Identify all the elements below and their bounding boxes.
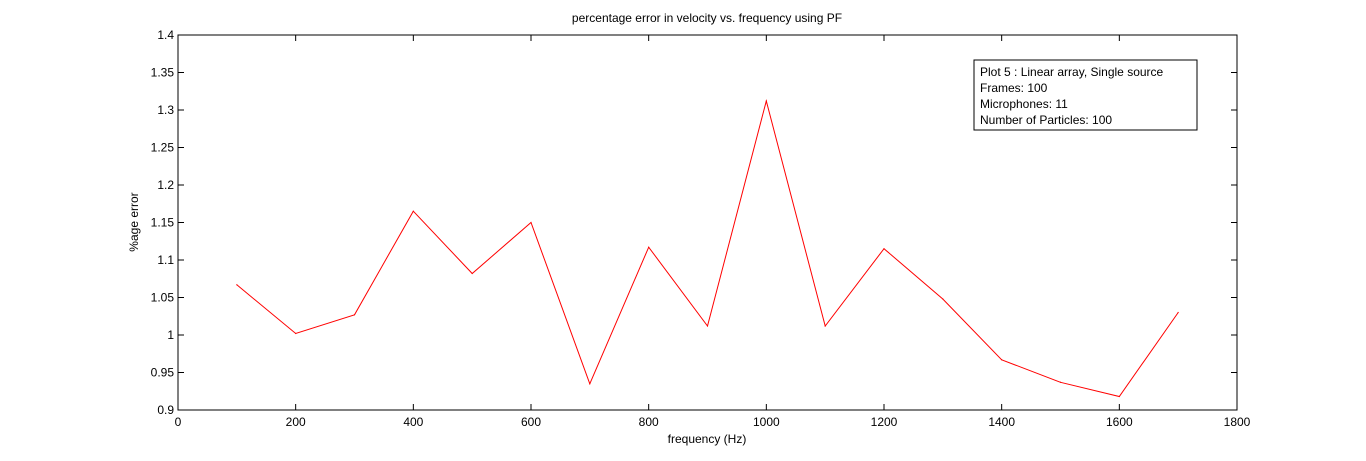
y-axis-label: %age error [127,192,141,251]
x-tick-label: 1200 [871,415,898,429]
chart-title: percentage error in velocity vs. frequen… [572,11,842,25]
y-tick-label: 1 [167,328,174,342]
y-tick-label: 1.35 [151,66,175,80]
data-point [236,284,238,286]
data-point [706,325,709,327]
data-point [1177,311,1179,314]
x-tick-label: 200 [286,415,306,429]
data-point [589,383,591,385]
legend-line-frames: Frames: 100 [980,81,1048,95]
y-tick-label: 1.4 [157,28,174,42]
y-tick-label: 0.9 [157,403,174,417]
data-point [765,100,767,102]
data-point [471,272,473,275]
y-tick-label: 1.1 [157,253,174,267]
x-tick-label: 0 [175,415,182,429]
legend-line-microphones: Microphones: 11 [980,97,1068,111]
data-point [295,332,297,335]
data-point [353,314,356,316]
data-point [824,325,826,327]
x-tick-label: 1600 [1106,415,1133,429]
x-tick-label: 1000 [753,415,780,429]
x-tick-label: 800 [639,415,659,429]
x-tick-label: 600 [521,415,541,429]
legend-line-particles: Number of Particles: 100 [980,113,1112,127]
data-point [530,221,532,224]
y-tick-label: 0.95 [151,366,175,380]
y-tick-label: 1.3 [157,103,174,117]
y-tick-label: 1.25 [151,141,175,155]
x-tick-label: 400 [403,415,423,429]
legend-box: Plot 5 : Linear array, Single source Fra… [973,59,1198,131]
legend-line-plot: Plot 5 : Linear array, Single source [980,65,1164,79]
series-points [236,100,1179,398]
axis-tick-labels: 0 200 400 600 800 1000 1200 1400 1600 1800 0.9 0.95… [151,28,1251,429]
axis-ticks [177,34,1238,411]
x-axis-label: frequency (Hz) [668,432,747,446]
y-tick-label: 1.15 [151,216,175,230]
data-point [412,210,414,212]
data-point [1118,395,1120,398]
data-point [942,298,944,300]
data-point [1001,359,1003,361]
data-point [1059,381,1062,383]
y-tick-label: 1.05 [151,291,175,305]
x-tick-label: 1400 [988,415,1015,429]
data-point [648,246,650,248]
legend-border [973,59,1198,131]
data-point [883,248,885,250]
y-tick-label: 1.2 [157,178,174,192]
x-tick-label: 1800 [1224,415,1251,429]
